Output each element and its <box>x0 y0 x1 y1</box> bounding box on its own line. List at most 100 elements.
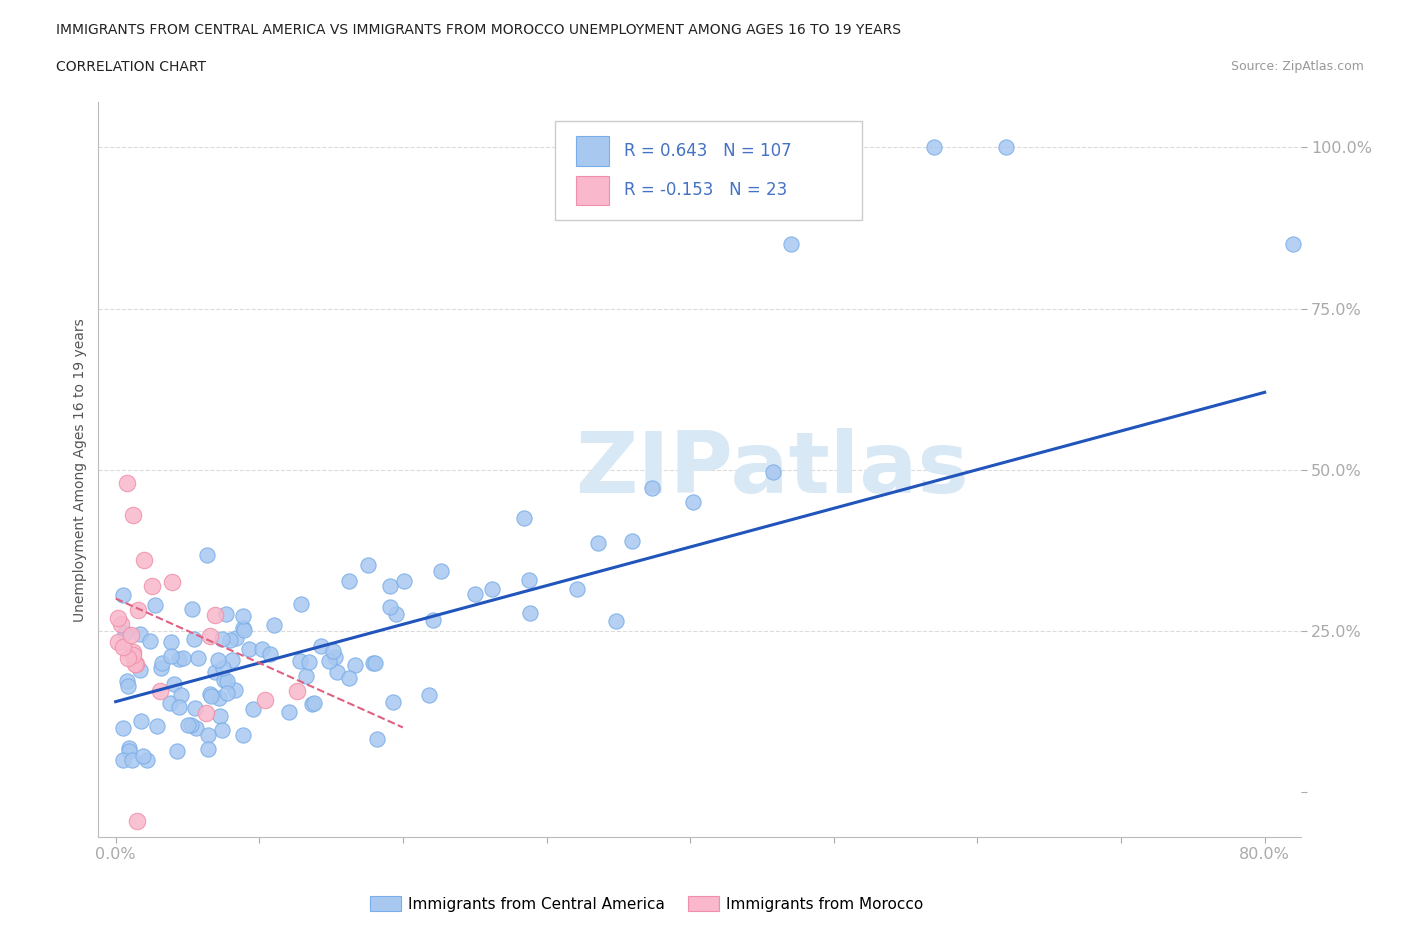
Point <box>159 696 181 711</box>
Point <box>200 686 222 701</box>
Point <box>380 578 402 593</box>
Point <box>187 650 209 665</box>
Point <box>160 634 183 649</box>
Point <box>112 640 135 655</box>
Point <box>513 511 536 525</box>
Point <box>215 606 238 621</box>
Point <box>160 649 183 664</box>
Point <box>183 631 205 646</box>
Point <box>605 614 627 629</box>
Point <box>641 480 664 495</box>
FancyBboxPatch shape <box>555 121 862 219</box>
Point <box>343 658 366 672</box>
Point <box>184 700 207 715</box>
Point <box>302 696 325 711</box>
Point <box>204 607 226 622</box>
Point <box>121 644 143 659</box>
Point <box>134 552 156 567</box>
Point <box>118 740 141 755</box>
Point <box>481 581 503 596</box>
Point <box>378 599 401 614</box>
Point <box>278 705 301 720</box>
Point <box>169 652 191 667</box>
Point <box>135 752 157 767</box>
Point <box>682 495 704 510</box>
Point <box>318 654 340 669</box>
Point <box>326 665 349 680</box>
Point <box>232 728 254 743</box>
Point <box>166 744 188 759</box>
Point <box>215 685 238 700</box>
Point <box>194 706 217 721</box>
Point <box>107 611 129 626</box>
Point <box>121 648 143 663</box>
Text: R = 0.643   N = 107: R = 0.643 N = 107 <box>624 142 792 160</box>
Point <box>298 655 321 670</box>
Point <box>285 684 308 699</box>
Point <box>180 602 202 617</box>
Point <box>253 693 276 708</box>
Point <box>323 650 346 665</box>
Point <box>211 723 233 737</box>
Point <box>162 575 184 590</box>
Point <box>146 718 169 733</box>
Point <box>208 709 231 724</box>
Point <box>150 656 173 671</box>
Point <box>779 236 801 251</box>
Point <box>565 582 588 597</box>
Point <box>762 465 785 480</box>
Text: R = -0.153   N = 23: R = -0.153 N = 23 <box>624 181 787 199</box>
Point <box>519 606 541 621</box>
Point <box>169 687 191 702</box>
Point <box>121 752 143 767</box>
Point <box>232 608 254 623</box>
Point <box>357 557 380 572</box>
Point <box>382 695 405 710</box>
Point <box>217 673 239 688</box>
Point <box>163 677 186 692</box>
Point <box>117 674 139 689</box>
Point <box>197 728 219 743</box>
Text: Source: ZipAtlas.com: Source: ZipAtlas.com <box>1230 60 1364 73</box>
Point <box>204 665 226 680</box>
Point <box>211 631 233 646</box>
Point <box>127 814 149 829</box>
Point <box>263 618 285 632</box>
Point <box>366 732 388 747</box>
Point <box>430 564 453 578</box>
Point <box>517 573 540 588</box>
Text: CORRELATION CHART: CORRELATION CHART <box>56 60 207 74</box>
Y-axis label: Unemployment Among Ages 16 to 19 years: Unemployment Among Ages 16 to 19 years <box>73 318 87 621</box>
Point <box>143 597 166 612</box>
Point <box>290 597 312 612</box>
Point <box>238 642 260 657</box>
Text: IMMIGRANTS FROM CENTRAL AMERICA VS IMMIGRANTS FROM MOROCCO UNEMPLOYMENT AMONG AG: IMMIGRANTS FROM CENTRAL AMERICA VS IMMIG… <box>56 23 901 37</box>
Point <box>295 669 318 684</box>
Point <box>115 475 138 490</box>
Point <box>250 642 273 657</box>
Point <box>211 661 233 676</box>
Point <box>1282 236 1305 251</box>
Point <box>124 657 146 671</box>
Point <box>197 547 219 562</box>
Point <box>924 140 946 155</box>
Point <box>122 508 145 523</box>
Point <box>242 701 264 716</box>
Point <box>394 574 416 589</box>
Point <box>117 744 139 759</box>
Point <box>337 573 360 588</box>
Point <box>364 656 387 671</box>
Point <box>117 651 139 666</box>
Point <box>621 534 644 549</box>
Point <box>124 657 146 671</box>
Point <box>322 644 344 658</box>
Point <box>385 606 408 621</box>
Point <box>214 673 236 688</box>
Point <box>418 688 440 703</box>
Point <box>464 587 486 602</box>
Point <box>200 629 222 644</box>
FancyBboxPatch shape <box>575 176 609 206</box>
Point <box>207 653 229 668</box>
Point <box>208 690 231 705</box>
Point <box>110 617 132 631</box>
